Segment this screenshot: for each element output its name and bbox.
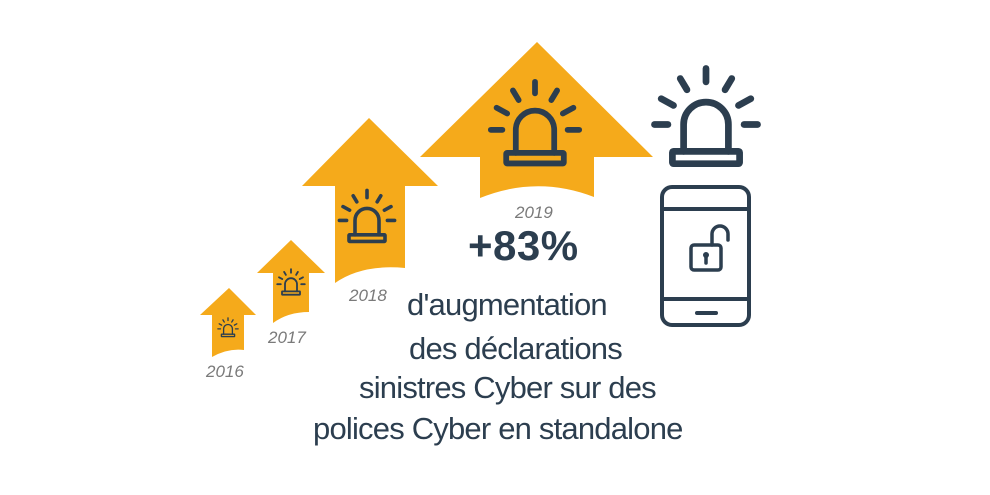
year-label-2019: 2019 (515, 203, 553, 222)
increase-percentage: +83% (468, 222, 579, 269)
alarm-beacon-icon (654, 68, 757, 163)
year-label-2017: 2017 (268, 328, 306, 347)
headline-line-2: des déclarations (409, 331, 623, 366)
smartphone-icon (660, 185, 751, 327)
headline-line-4: polices Cyber en standalone (313, 411, 683, 446)
open-padlock-icon (689, 224, 730, 272)
headline-line-3: sinistres Cyber sur des (359, 370, 657, 405)
up-arrow-icon (257, 240, 325, 323)
up-arrow-icon (420, 42, 653, 198)
headline-line-1: d'augmentation (407, 287, 608, 322)
up-arrow-icon (302, 118, 438, 283)
up-arrow-icon (200, 288, 256, 357)
year-label-2016: 2016 (206, 362, 244, 381)
year-label-2018: 2018 (349, 286, 387, 305)
